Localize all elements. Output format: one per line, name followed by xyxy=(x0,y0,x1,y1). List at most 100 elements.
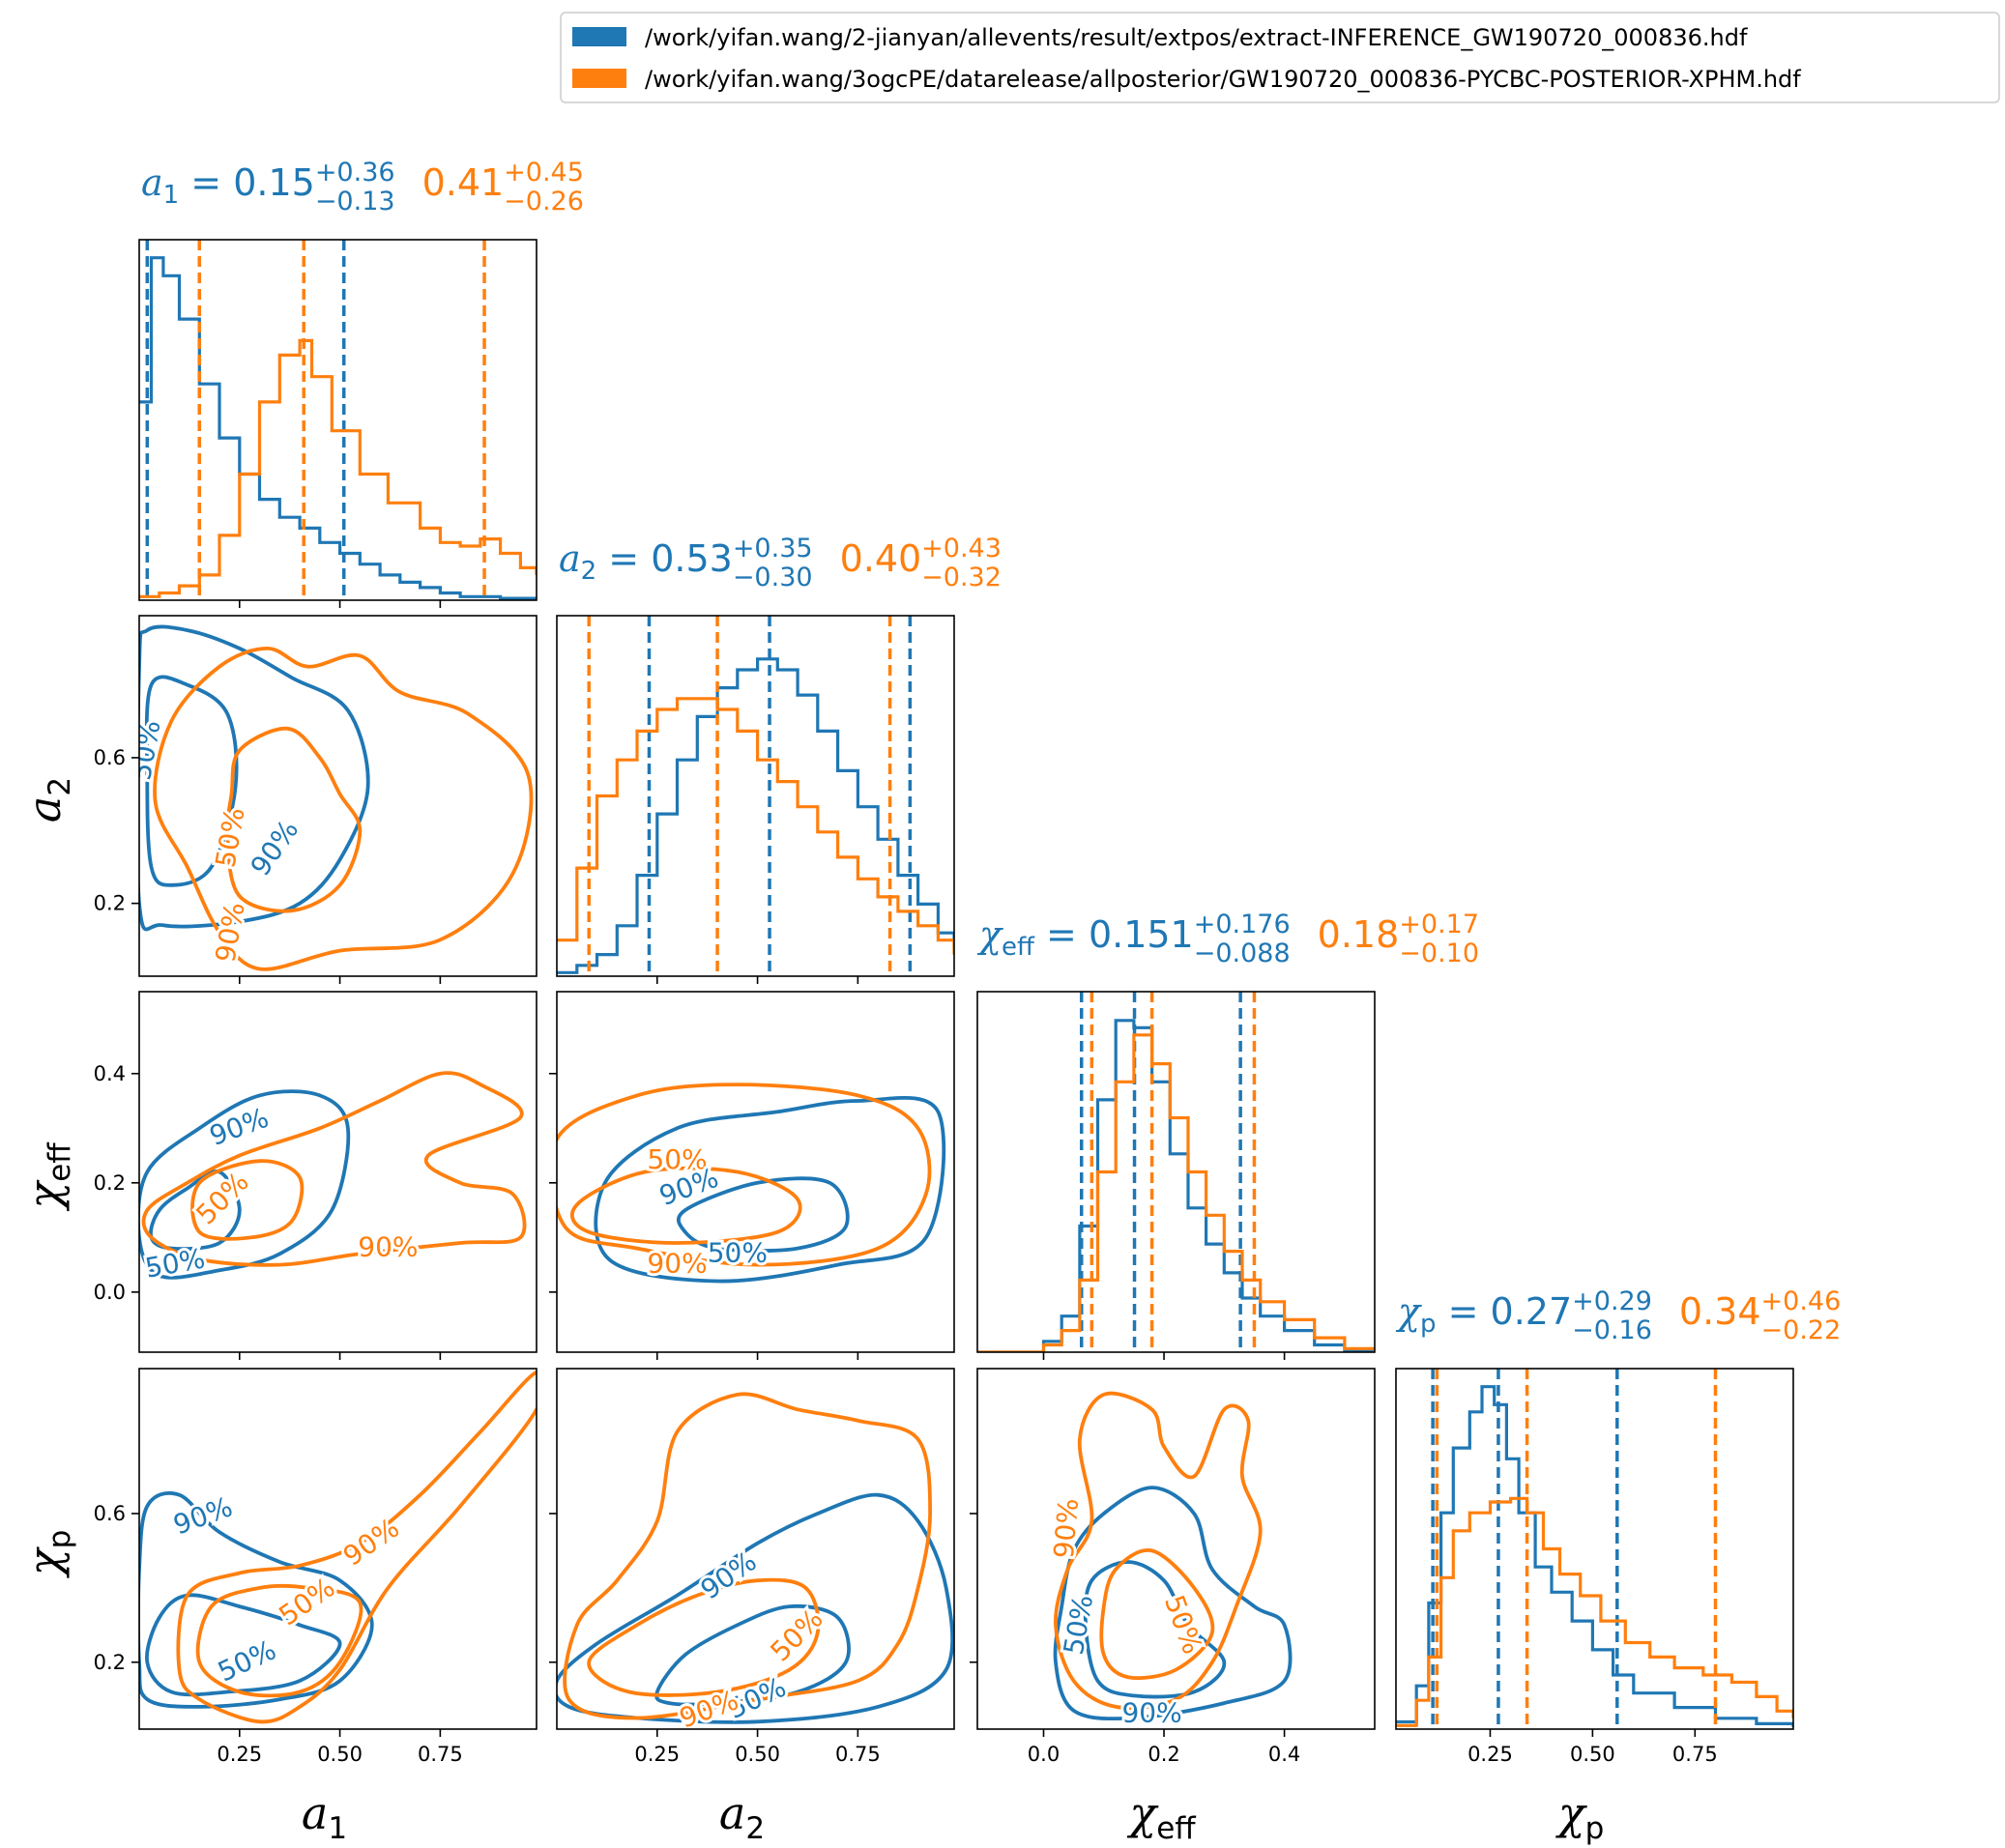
title-plus-orange: +0.17 xyxy=(1399,910,1479,939)
contour-level-label: 90% xyxy=(337,1512,405,1573)
contour-level-label: 50% xyxy=(209,805,250,870)
title-sub: 2 xyxy=(581,557,597,586)
title-median-orange: 0.40 xyxy=(840,537,922,580)
panel-frame xyxy=(556,991,955,1353)
title-minus-orange: −0.22 xyxy=(1761,1315,1842,1345)
contour-blue-90 xyxy=(139,624,370,932)
title-plus-blue: +0.29 xyxy=(1572,1286,1652,1316)
histogram-step-orange xyxy=(557,697,954,955)
contour-level-label: 50% xyxy=(213,1633,280,1688)
contour-level-label: 90% xyxy=(169,1490,237,1541)
title-plus-orange: +0.46 xyxy=(1761,1286,1842,1316)
contour-level-label: 90% xyxy=(1048,1497,1085,1560)
histogram-step-orange xyxy=(977,1033,1375,1352)
title-minus-blue: −0.13 xyxy=(315,187,395,217)
contour-level-label: 90% xyxy=(358,1231,418,1263)
contour-blue-90 xyxy=(139,1490,374,1709)
title-blue: χeff = 0.151+0.176 xyxy=(976,910,1291,962)
title-blue: χp = 0.27+0.29 xyxy=(1395,1286,1652,1339)
x-tick-label: 0.25 xyxy=(1467,1743,1513,1766)
contour-blue-50 xyxy=(677,1176,850,1253)
histogram-a1 xyxy=(139,240,537,600)
contour-orange-90 xyxy=(141,1071,527,1267)
panel-frame xyxy=(556,1368,955,1730)
title-blue: a1 = 0.15+0.36 xyxy=(141,158,395,210)
histogram-step-blue xyxy=(557,657,954,974)
contour-orange-90 xyxy=(153,646,534,971)
axis-sub: p xyxy=(1585,1811,1605,1846)
title-median-blue: = 0.53 xyxy=(596,537,733,580)
histogram-a2 xyxy=(557,616,954,976)
contour-panel-a1-chieff: 90%50%50%90% xyxy=(139,1071,527,1287)
axis-sub: 2 xyxy=(43,777,77,796)
contour-level-label: 50% xyxy=(274,1572,341,1632)
title-chieff: χeff = 0.151+0.176−0.088 0.18+0.17−0.10 xyxy=(976,910,1479,968)
panel-frame xyxy=(976,1368,1376,1730)
title-minus-orange: −0.10 xyxy=(1399,938,1479,968)
contour-orange-50 xyxy=(190,1159,305,1241)
contour-blue-90 xyxy=(139,1089,351,1280)
panel-frame xyxy=(1395,1368,1794,1730)
title-minus-blue: −0.16 xyxy=(1572,1315,1652,1345)
legend-label: /work/yifan.wang/2-jianyan/allevents/res… xyxy=(645,24,1748,51)
x-tick-label: 0.50 xyxy=(317,1743,363,1766)
title-median-blue: = 0.27 xyxy=(1437,1290,1573,1333)
contour-level-label: 90% xyxy=(695,1545,763,1606)
x-tick-label: 0.0 xyxy=(1028,1743,1060,1766)
contour-level-label: 50% xyxy=(143,1242,208,1284)
x-tick-label: 0.25 xyxy=(217,1743,262,1766)
title-orange: 0.34+0.46 xyxy=(1679,1286,1841,1333)
contour-panel-chieff-chip: 90%50% 50%90% xyxy=(1045,1391,1293,1729)
axis-sub: eff xyxy=(43,1142,77,1182)
contour-level-label: 50% xyxy=(764,1603,828,1667)
contour-orange-50 xyxy=(587,1577,821,1697)
legend-label: /work/yifan.wang/3ogcPE/datarelease/allp… xyxy=(645,66,1801,93)
title-sub: 1 xyxy=(163,181,180,210)
contour-panel-a1-a2: 90%50%50%90% xyxy=(125,624,534,971)
histogram-step-orange xyxy=(139,338,537,598)
panel-frame xyxy=(138,1368,538,1730)
axis-symbol: a xyxy=(18,796,71,823)
contour-orange-90 xyxy=(557,1083,932,1267)
title-sub: eff xyxy=(1002,933,1035,962)
contour-level-label: 50% xyxy=(125,718,166,783)
legend-swatch xyxy=(572,27,626,46)
x-tick-label: 0.2 xyxy=(1148,1743,1179,1766)
y-tick-label: 0.2 xyxy=(94,1651,126,1674)
y-tick-label: 0.0 xyxy=(94,1281,126,1304)
axis-symbol: χ xyxy=(18,1179,71,1212)
histogram-chieff xyxy=(977,992,1375,1352)
contour-level-label: 50% xyxy=(708,1236,768,1268)
title-a2: a2 = 0.53+0.35−0.30 0.40+0.43−0.32 xyxy=(559,534,1002,592)
histogram-step-blue xyxy=(1396,1385,1793,1728)
title-symbol: a xyxy=(559,537,581,580)
y-tick-label: 0.4 xyxy=(94,1062,126,1085)
contour-level-label: 90% xyxy=(647,1248,707,1280)
panel-frame xyxy=(976,991,1376,1353)
title-symbol: χ xyxy=(1395,1290,1422,1333)
y-tick-label: 0.6 xyxy=(94,746,126,769)
title-median-blue: = 0.15 xyxy=(179,161,315,204)
contour-orange-50 xyxy=(1099,1548,1215,1681)
contour-blue-50 xyxy=(654,1603,851,1707)
x-tick-label: 0.4 xyxy=(1268,1743,1300,1766)
legend-frame xyxy=(560,12,2000,103)
histogram-step-blue xyxy=(977,1019,1375,1352)
x-tick-label: 0.75 xyxy=(418,1743,463,1766)
contour-blue-50 xyxy=(1083,1560,1227,1699)
title-orange: 0.40+0.43 xyxy=(840,534,1002,580)
title-plus-orange: +0.43 xyxy=(921,534,1002,563)
y-axis-label-a2: a2 xyxy=(18,777,77,823)
panel-frame xyxy=(138,239,538,601)
contour-level-label: 90% xyxy=(209,900,250,965)
y-tick-label: 0.6 xyxy=(94,1502,126,1525)
title-sub: p xyxy=(1420,1310,1437,1339)
contour-orange-90 xyxy=(176,1370,537,1724)
contour-panel-a2-chip: 90%50%50%90% xyxy=(557,1392,954,1729)
axis-symbol: χ xyxy=(1555,1787,1588,1839)
title-minus-blue: −0.088 xyxy=(1194,938,1291,968)
y-axis-label-chieff: χeff xyxy=(18,1142,77,1212)
title-median-orange: 0.18 xyxy=(1318,913,1400,956)
contour-orange-50 xyxy=(570,1166,802,1245)
